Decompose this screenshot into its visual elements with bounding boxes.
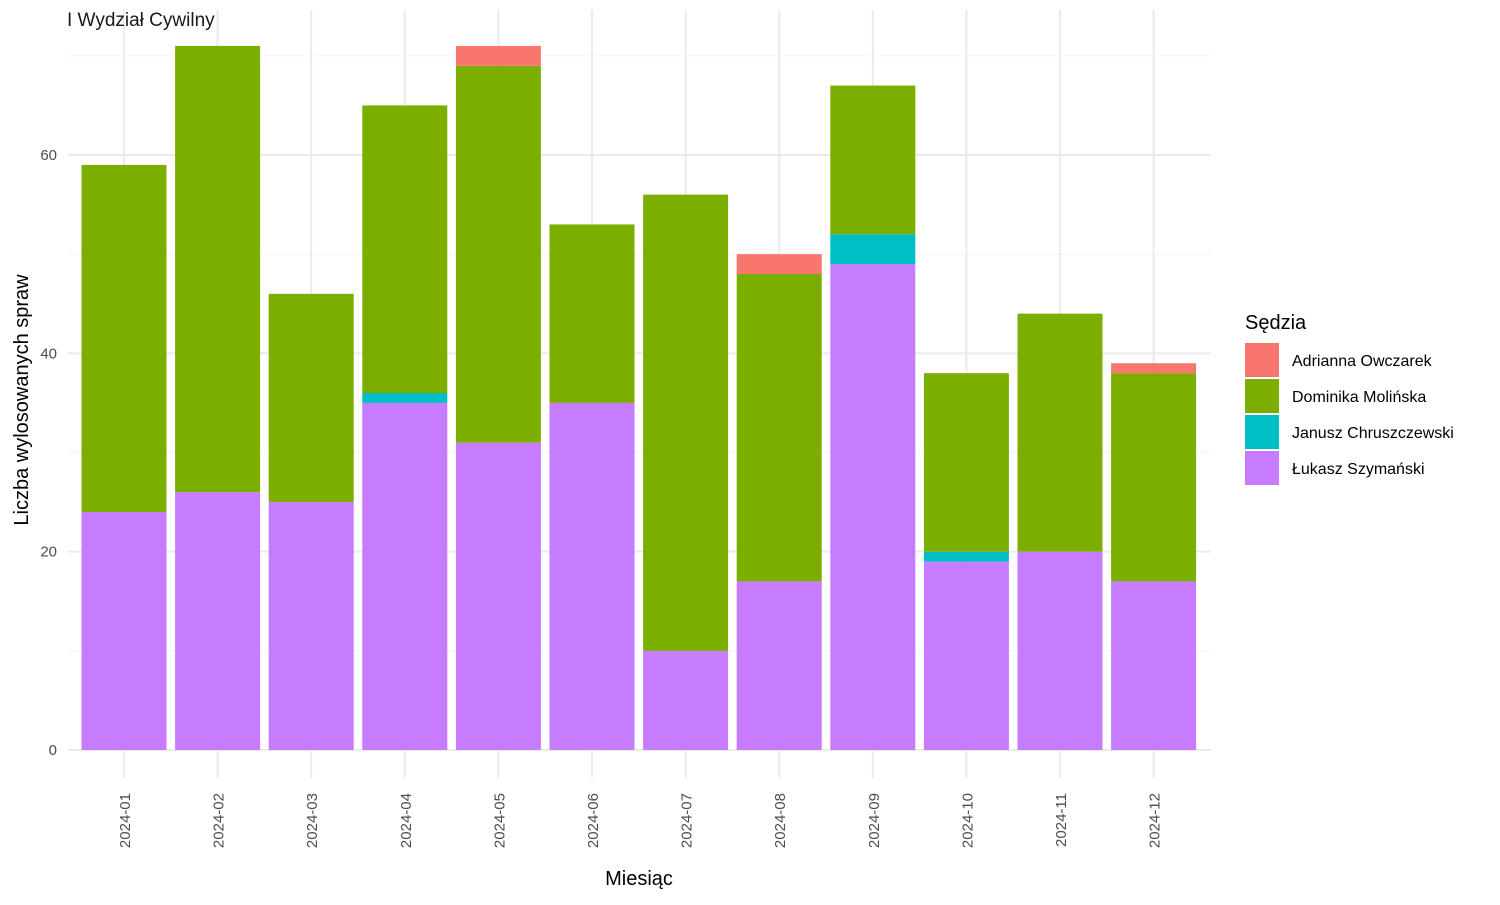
bar-segment-2024-10-janusz-chruszczewski (923, 551, 1009, 562)
x-tick-label: 2024-07 (679, 793, 696, 848)
x-tick-label: 2024-08 (772, 793, 789, 848)
bar-segment-2024-09-janusz-chruszczewski (830, 234, 916, 265)
x-tick-label: 2024-04 (398, 793, 415, 848)
bars-layer (81, 45, 1197, 750)
bar-segment-2024-07-łukasz-szymański (643, 650, 729, 750)
bar-segment-2024-01-łukasz-szymański (81, 512, 167, 750)
bar-segment-2024-11-dominika-molińska (1017, 313, 1103, 552)
y-tick-label: 60 (40, 147, 57, 164)
y-tick-label: 20 (40, 544, 57, 561)
legend-swatch (1245, 379, 1279, 413)
x-tick-label: 2024-11 (1053, 793, 1070, 847)
legend-label: Dominika Molińska (1292, 389, 1426, 406)
bar-segment-2024-03-łukasz-szymański (268, 502, 354, 750)
legend-items: Adrianna Owczarek Dominika Molińska Janusz… (1245, 343, 1454, 485)
y-tick-label: 0 (49, 742, 57, 759)
bar-segment-2024-05-łukasz-szymański (455, 442, 541, 750)
legend-label: Łukasz Szymański (1292, 461, 1425, 478)
legend-swatch (1245, 343, 1279, 377)
bar-segment-2024-06-łukasz-szymański (549, 402, 635, 750)
x-tick-label: 2024-01 (117, 793, 134, 848)
x-tick-label: 2024-06 (585, 793, 602, 848)
bar-segment-2024-09-dominika-molińska (830, 85, 916, 235)
x-axis-title: Miesiąc (605, 868, 673, 890)
legend-title: Sędzia (1245, 312, 1307, 334)
bar-segment-2024-08-dominika-molińska (736, 274, 822, 582)
x-tick-label: 2024-09 (866, 793, 883, 848)
x-tick-label: 2024-03 (304, 793, 321, 848)
bar-segment-2024-01-dominika-molińska (81, 164, 167, 512)
x-tick-label: 2024-12 (1147, 793, 1164, 848)
bar-segment-2024-08-adrianna-owczarek (736, 254, 822, 274)
y-axis-ticks: 0 20 40 60 (40, 147, 57, 759)
bar-segment-2024-05-dominika-molińska (455, 65, 541, 443)
bar-segment-2024-04-łukasz-szymański (362, 402, 448, 750)
bar-segment-2024-04-janusz-chruszczewski (362, 393, 448, 403)
bar-segment-2024-10-łukasz-szymański (923, 561, 1009, 750)
bar-segment-2024-12-dominika-molińska (1111, 373, 1197, 582)
bar-segment-2024-12-łukasz-szymański (1111, 581, 1197, 750)
x-tick-label: 2024-10 (959, 793, 976, 848)
bar-segment-2024-09-łukasz-szymański (830, 264, 916, 750)
y-tick-label: 40 (40, 345, 57, 362)
legend: Sędzia Adrianna Owczarek Dominika Molińsk… (1245, 312, 1454, 485)
x-axis-ticks: 2024-01 2024-02 2024-03 2024-04 2024-05 2024-… (117, 793, 1164, 848)
legend-label: Adrianna Owczarek (1292, 353, 1433, 370)
x-tick-label: 2024-02 (211, 793, 228, 848)
bar-segment-2024-06-dominika-molińska (549, 224, 635, 403)
bar-segment-2024-12-adrianna-owczarek (1111, 363, 1197, 374)
bar-segment-2024-04-dominika-molińska (362, 105, 448, 394)
bar-segment-2024-08-łukasz-szymański (736, 581, 822, 750)
y-axis-title: Liczba wylosowanych spraw (11, 274, 33, 526)
bar-segment-2024-03-dominika-molińska (268, 293, 354, 503)
legend-label: Janusz Chruszczewski (1292, 425, 1454, 442)
facet-title: I Wydział Cywilny (67, 10, 215, 31)
bar-segment-2024-05-adrianna-owczarek (455, 45, 541, 66)
bar-segment-2024-02-łukasz-szymański (175, 492, 261, 750)
bar-segment-2024-07-dominika-molińska (643, 194, 729, 651)
x-tick-label: 2024-05 (491, 793, 508, 848)
bar-segment-2024-11-łukasz-szymański (1017, 551, 1103, 750)
legend-swatch (1245, 451, 1279, 485)
bar-segment-2024-10-dominika-molińska (923, 373, 1009, 552)
bar-segment-2024-02-dominika-molińska (175, 45, 261, 493)
legend-swatch (1245, 415, 1279, 449)
